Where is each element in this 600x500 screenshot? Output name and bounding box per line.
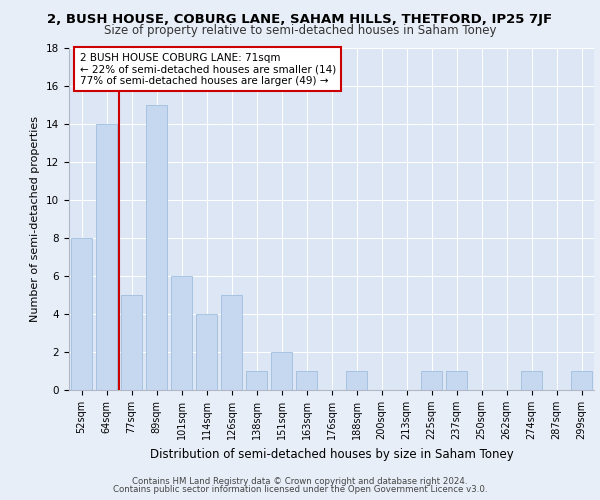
- Bar: [271, 352, 292, 390]
- Bar: [121, 295, 142, 390]
- Bar: [71, 238, 92, 390]
- Text: Size of property relative to semi-detached houses in Saham Toney: Size of property relative to semi-detach…: [104, 24, 496, 37]
- Y-axis label: Number of semi-detached properties: Number of semi-detached properties: [31, 116, 40, 322]
- Bar: [171, 276, 192, 390]
- Bar: [446, 371, 467, 390]
- Bar: [221, 295, 242, 390]
- Bar: [246, 371, 267, 390]
- Bar: [421, 371, 442, 390]
- Bar: [521, 371, 542, 390]
- Bar: [196, 314, 217, 390]
- Text: Contains public sector information licensed under the Open Government Licence v3: Contains public sector information licen…: [113, 485, 487, 494]
- Bar: [571, 371, 592, 390]
- Text: Contains HM Land Registry data © Crown copyright and database right 2024.: Contains HM Land Registry data © Crown c…: [132, 477, 468, 486]
- X-axis label: Distribution of semi-detached houses by size in Saham Toney: Distribution of semi-detached houses by …: [149, 448, 514, 460]
- Text: 2 BUSH HOUSE COBURG LANE: 71sqm
← 22% of semi-detached houses are smaller (14)
7: 2 BUSH HOUSE COBURG LANE: 71sqm ← 22% of…: [79, 52, 336, 86]
- Bar: [346, 371, 367, 390]
- Text: 2, BUSH HOUSE, COBURG LANE, SAHAM HILLS, THETFORD, IP25 7JF: 2, BUSH HOUSE, COBURG LANE, SAHAM HILLS,…: [47, 12, 553, 26]
- Bar: [146, 104, 167, 390]
- Bar: [296, 371, 317, 390]
- Bar: [96, 124, 117, 390]
